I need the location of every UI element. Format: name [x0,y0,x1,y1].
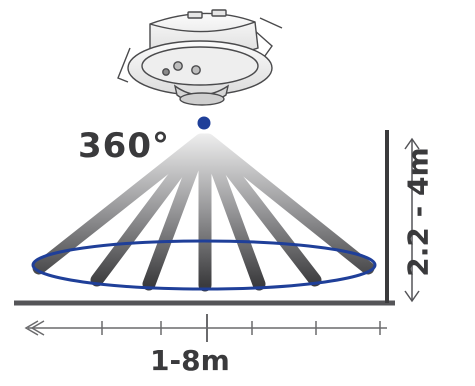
detection-range-label: 1-8m [150,344,230,377]
beam-5 [199,133,266,291]
beam-3 [142,133,210,291]
coverage-ellipse [31,239,377,291]
sensor-point-dot [197,116,211,130]
range-scale [28,314,387,342]
mounting-height-label: 2.2 - 4m [401,147,435,277]
detection-beams [32,133,375,292]
beam-2 [90,133,209,287]
detection-angle-label: 360° [78,126,170,166]
beam-6 [200,133,322,287]
double-vertical-arrow-icon [404,137,420,303]
left-arrow-icon [24,320,45,336]
beam-1 [32,133,208,275]
ceiling-pir-motion-sensor-icon [117,9,283,106]
beam-7 [201,133,375,275]
